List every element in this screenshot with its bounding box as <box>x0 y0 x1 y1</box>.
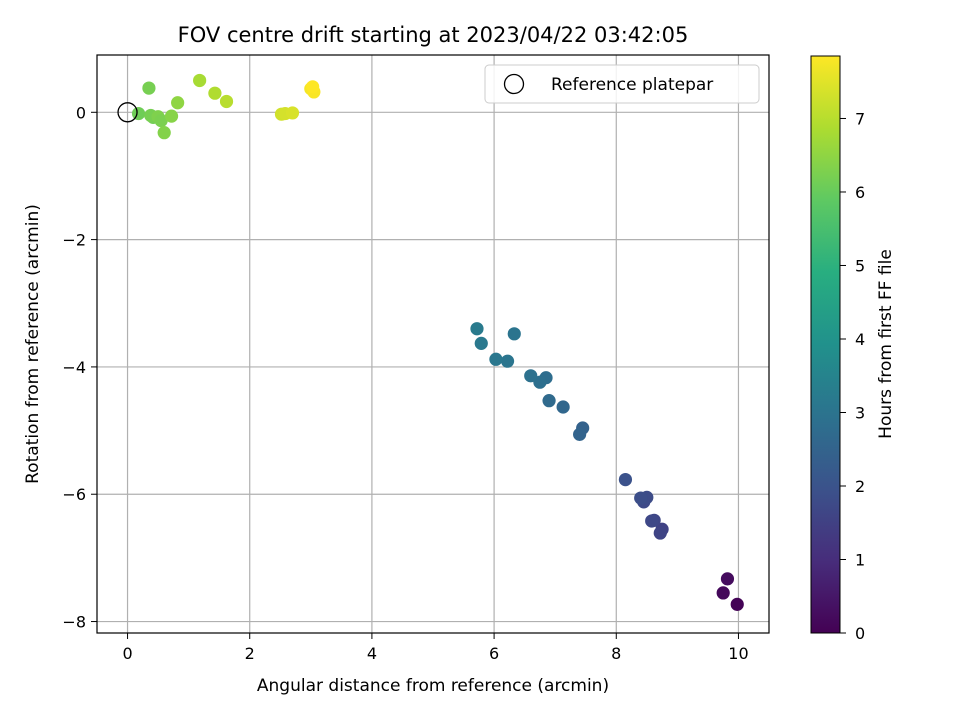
x-tick-label: 6 <box>489 644 499 663</box>
y-tick-label: 0 <box>76 103 86 122</box>
x-tick-label: 0 <box>122 644 132 663</box>
colorbar-tick-label: 0 <box>855 624 865 643</box>
y-tick-label: −2 <box>62 231 86 250</box>
x-axis-ticks: 0 2 4 6 8 10 <box>122 633 749 663</box>
scatter-point <box>470 322 484 336</box>
scatter-points <box>131 73 744 611</box>
legend-label-reference-platepar: Reference platepar <box>551 75 713 95</box>
scatter-point <box>730 597 744 611</box>
x-tick-label: 2 <box>245 644 255 663</box>
plot-frame <box>96 54 770 634</box>
colorbar-tick-label: 4 <box>855 330 865 349</box>
y-tick-label: −8 <box>62 613 86 632</box>
grid-lines <box>97 55 769 633</box>
scatter-point <box>171 96 185 110</box>
scatter-point <box>716 586 730 600</box>
colorbar-tick-label: 5 <box>855 256 865 275</box>
scatter-point <box>285 106 300 120</box>
y-tick-label: −4 <box>62 358 86 377</box>
y-axis-title: Rotation from reference (arcmin) <box>23 204 43 484</box>
x-axis-title: Angular distance from reference (arcmin) <box>257 676 609 696</box>
scatter-point <box>573 427 587 441</box>
scatter-point <box>219 94 234 109</box>
reference-platepar-point <box>117 102 138 123</box>
x-tick-label: 10 <box>728 644 748 663</box>
colorbar <box>810 55 841 634</box>
scatter-point <box>645 514 659 528</box>
chart-title: FOV centre drift starting at 2023/04/22 … <box>178 23 689 47</box>
scatter-point <box>208 86 222 100</box>
scatter-point <box>618 472 633 487</box>
colorbar-tick-label: 1 <box>855 550 865 569</box>
colorbar-ticks: 0 1 2 3 4 5 6 7 <box>840 109 865 643</box>
scatter-point <box>142 81 156 95</box>
scatter-point <box>154 113 168 128</box>
scatter-point <box>634 491 648 505</box>
colorbar-tick-label: 2 <box>855 477 865 496</box>
scatter-point <box>500 354 515 368</box>
scatter-point <box>193 73 207 88</box>
scatter-point <box>507 327 521 341</box>
x-tick-label: 4 <box>367 644 377 663</box>
legend-box <box>484 64 760 104</box>
scatter-point <box>489 352 503 366</box>
scatter-point <box>306 80 320 94</box>
scatter-point <box>533 375 547 389</box>
scatter-point <box>524 369 538 383</box>
scatter-point <box>653 526 667 540</box>
scatter-point <box>164 109 179 123</box>
scatter-point <box>542 394 556 408</box>
legend-reference-symbol <box>503 73 525 95</box>
colorbar-tick-label: 6 <box>855 183 865 202</box>
colorbar-tick-label: 3 <box>855 403 865 422</box>
scatter-point <box>556 400 570 414</box>
scatter-point <box>474 336 488 350</box>
y-axis-ticks: 0 −2 −4 −6 −8 <box>62 103 97 632</box>
colorbar-title: Hours from first FF file <box>876 249 896 439</box>
x-tick-label: 8 <box>611 644 621 663</box>
y-tick-label: −6 <box>62 485 86 504</box>
scatter-point <box>131 106 146 121</box>
scatter-point <box>720 572 735 586</box>
reference-marker <box>117 102 138 123</box>
legend: Reference platepar <box>484 64 760 104</box>
colorbar-tick-label: 7 <box>855 109 865 128</box>
scatter-point <box>157 126 171 140</box>
